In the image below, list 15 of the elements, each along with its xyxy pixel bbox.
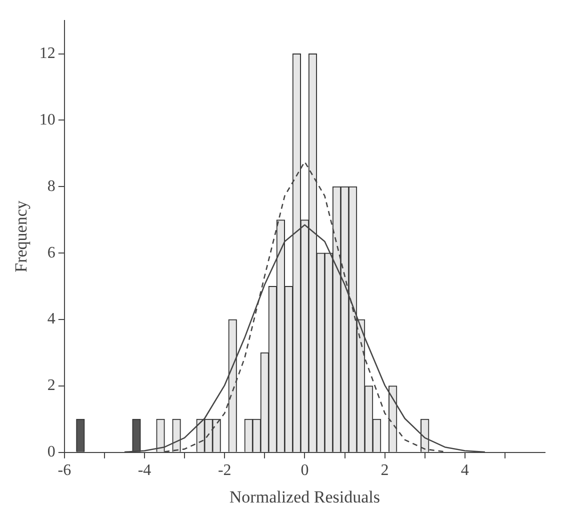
y-tick-label: 10 bbox=[39, 111, 56, 128]
y-tick-label: 4 bbox=[47, 310, 56, 328]
y-tick-label: 8 bbox=[47, 178, 56, 195]
x-tick-label: 2 bbox=[380, 462, 389, 480]
x-tick-label: -6 bbox=[58, 462, 72, 480]
y-tick-label: 2 bbox=[47, 377, 56, 394]
x-tick-label: 0 bbox=[300, 462, 309, 480]
x-axis-title: Normalized Residuals bbox=[229, 487, 380, 506]
x-tick-label: -4 bbox=[138, 462, 152, 480]
y-tick-label: 12 bbox=[39, 45, 56, 62]
x-tick-label: -2 bbox=[218, 462, 232, 480]
y-axis-title: Frequency bbox=[12, 200, 31, 272]
y-tick-label: 6 bbox=[47, 244, 56, 262]
x-tick-label: 4 bbox=[460, 462, 469, 480]
y-tick-label: 0 bbox=[47, 444, 56, 461]
